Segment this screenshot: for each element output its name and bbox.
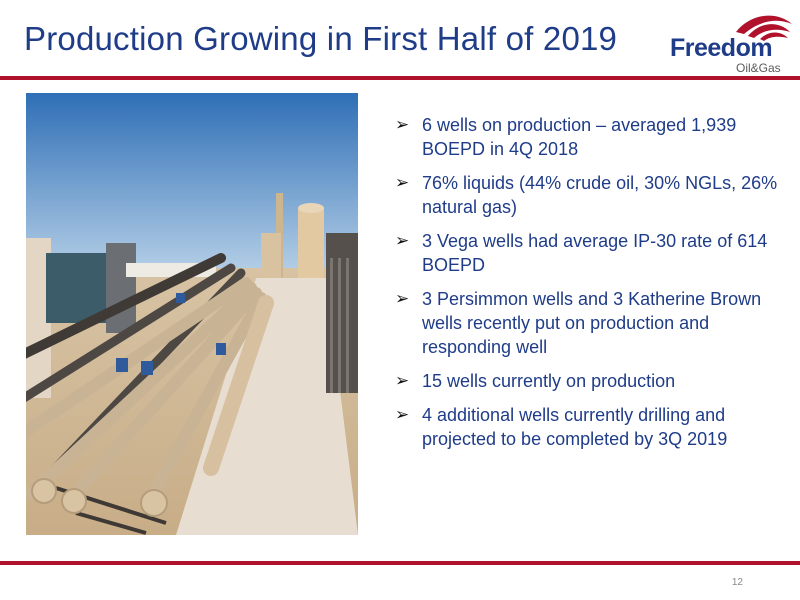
arrow-bullet-icon: ➢ — [395, 405, 410, 425]
arrow-bullet-icon: ➢ — [395, 173, 410, 193]
arrow-bullet-icon: ➢ — [395, 371, 410, 391]
bullet-item: ➢ 4 additional wells currently drilling a… — [395, 403, 790, 451]
bullet-list: ➢ 6 wells on production – averaged 1,939 … — [395, 113, 790, 461]
bullet-text: 3 Vega wells had average IP-30 rate of 6… — [422, 231, 768, 275]
bullet-text: 4 additional wells currently drilling an… — [422, 405, 728, 449]
wing-icon — [736, 15, 792, 41]
logo-subtitle: Oil&Gas — [736, 61, 781, 75]
bottom-divider — [0, 561, 800, 565]
bullet-text: 3 Persimmon wells and 3 Katherine Brown … — [422, 289, 762, 357]
page-number: 12 — [731, 577, 743, 588]
bullet-item: ➢ 3 Vega wells had average IP-30 rate of … — [395, 229, 790, 277]
bullet-text: 15 wells currently on production — [422, 371, 676, 391]
bullet-item: ➢ 3 Persimmon wells and 3 Katherine Brown… — [395, 287, 790, 359]
logo-brand-name: Freedom — [670, 34, 773, 62]
slide-title: Production Growing in First Half of 2019 — [24, 20, 618, 57]
arrow-bullet-icon: ➢ — [395, 289, 410, 309]
oilfield-photo — [26, 93, 358, 535]
bullet-text: 76% liquids (44% crude oil, 30% NGLs, 26… — [422, 173, 778, 217]
arrow-bullet-icon: ➢ — [395, 115, 410, 135]
top-divider — [0, 76, 800, 80]
arrow-bullet-icon: ➢ — [395, 231, 410, 251]
bullet-item: ➢ 76% liquids (44% crude oil, 30% NGLs, 2… — [395, 171, 790, 219]
freedom-logo: Freedom Oil&Gas — [664, 10, 794, 76]
bullet-item: ➢ 15 wells currently on production — [395, 369, 790, 393]
bullet-item: ➢ 6 wells on production – averaged 1,939 … — [395, 113, 790, 161]
bullet-text: 6 wells on production – averaged 1,939 B… — [422, 115, 737, 159]
